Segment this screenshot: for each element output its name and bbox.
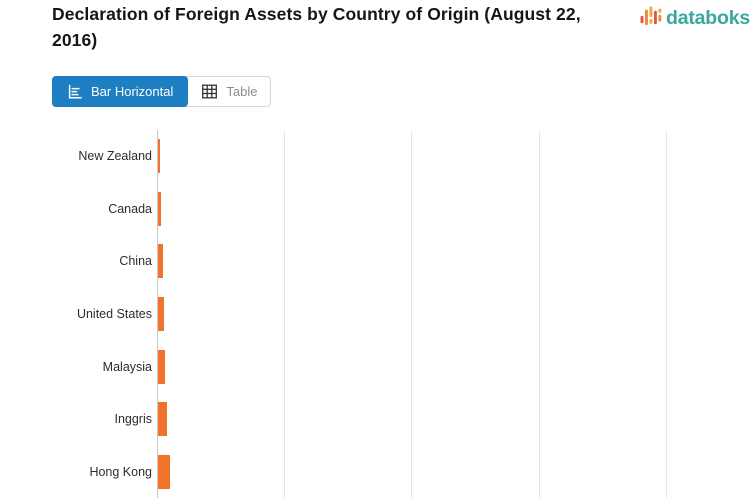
y-axis-line [157, 130, 158, 498]
gridline [411, 130, 412, 498]
category-label: China [119, 254, 152, 269]
chart-row: Malaysia [0, 340, 753, 393]
chart-row: United States [0, 288, 753, 341]
databoks-logo[interactable]: databoks [640, 6, 750, 31]
view-toggle: Bar Horizontal Table [52, 76, 272, 107]
table-button-label: Table [226, 84, 258, 99]
chart-row: China [0, 235, 753, 288]
chart-row: Canada [0, 183, 753, 236]
chart-row: New Zealand [0, 130, 753, 183]
bar-inggris[interactable] [158, 402, 167, 437]
category-label: Hong Kong [89, 464, 152, 479]
gridline [666, 130, 667, 498]
page-title: Declaration of Foreign Assets by Country… [52, 4, 581, 50]
bar-new-zealand[interactable] [158, 139, 160, 174]
databoks-logo-text: databoks [665, 7, 750, 29]
bar-horizontal-button[interactable]: Bar Horizontal [52, 76, 189, 107]
category-label: United States [76, 307, 152, 322]
table-grid-icon [201, 83, 218, 100]
gridline [284, 130, 285, 498]
bar-china[interactable] [158, 244, 163, 279]
chart-row: Hong Kong [0, 445, 753, 498]
category-label: Canada [108, 201, 152, 216]
bar-canada[interactable] [158, 191, 161, 226]
chart-rows: New Zealand Canada China United States M… [0, 130, 753, 498]
category-label: New Zealand [78, 149, 152, 164]
category-label: Inggris [114, 412, 152, 427]
horizontal-bar-chart: New Zealand Canada China United States M… [0, 130, 753, 498]
bar-horizontal-button-label: Bar Horizontal [91, 84, 174, 99]
bar-horizontal-chart-icon [67, 84, 83, 100]
bar-united-states[interactable] [158, 297, 164, 332]
databoks-logo-icon [640, 6, 665, 31]
gridline [539, 130, 540, 498]
bar-malaysia[interactable] [158, 349, 165, 384]
bar-hong-kong[interactable] [158, 454, 170, 489]
table-button[interactable]: Table [188, 77, 270, 106]
category-label: Malaysia [102, 359, 152, 374]
chart-row: Inggris [0, 393, 753, 446]
